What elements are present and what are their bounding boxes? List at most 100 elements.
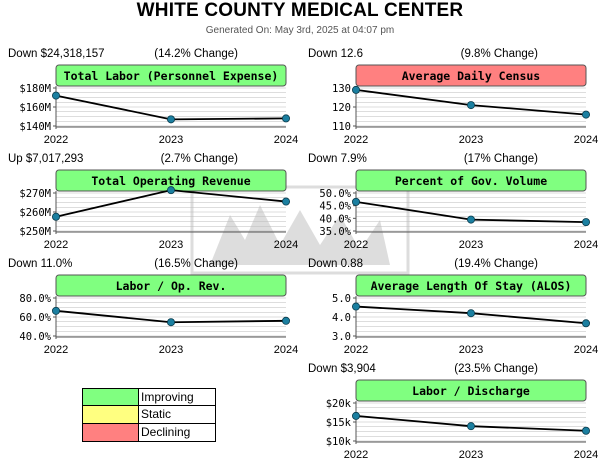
status-title-bar xyxy=(55,274,287,297)
x-tick-label: 2023 xyxy=(459,344,483,356)
change-percent: (14.2% Change) xyxy=(154,48,238,60)
legend-label: Improving xyxy=(141,390,194,404)
data-point xyxy=(466,422,475,431)
change-amount: Down $24,318,157 xyxy=(8,48,105,60)
change-percent: (23.5% Change) xyxy=(454,363,538,375)
data-point xyxy=(52,212,61,221)
data-point xyxy=(166,186,175,195)
x-tick-label: 2022 xyxy=(44,134,68,146)
chart-title: Average Daily Census xyxy=(402,69,540,83)
change-amount: Down 0.88 xyxy=(308,258,363,270)
y-tick-label: 80.0% xyxy=(19,293,51,305)
data-point xyxy=(581,218,590,227)
x-tick-label: 2024 xyxy=(574,134,598,146)
y-tick-label: 110 xyxy=(332,121,351,133)
y-tick-label: 40.0% xyxy=(319,213,351,225)
x-tick-label: 2023 xyxy=(459,449,483,461)
change-amount: Down $3,904 xyxy=(308,363,376,375)
data-point xyxy=(466,215,475,224)
chart-panel-alos: Down 0.88 (19.4% Change) 3.0 4.0 5.0 2022 20… xyxy=(300,258,598,359)
line-chart: 40.0% 60.0% 80.0% 2022 2023 2024 Labor / Op. R… xyxy=(19,274,298,356)
chart-title: Total Labor (Personnel Expense) xyxy=(64,69,279,83)
line-chart: 3.0 4.0 5.0 2022 2023 2024 Average Length Of S… xyxy=(332,274,598,356)
change-percent: (19.4% Change) xyxy=(454,258,538,270)
line-chart: $10k $15k $20k 2022 2023 2024 Labor / Discharg… xyxy=(326,379,598,461)
legend-item-static: Static xyxy=(82,406,216,424)
data-point xyxy=(52,91,61,100)
x-tick-label: 2024 xyxy=(574,449,598,461)
chart-panel-labor-op-rev: Down 11.0% (16.5% Change) 40.0% 60.0% 80.0… xyxy=(0,258,298,359)
data-point xyxy=(166,115,175,124)
y-tick-label: 120 xyxy=(332,102,351,114)
y-tick-label: 40.0% xyxy=(19,331,51,343)
x-tick-label: 2024 xyxy=(274,239,298,251)
data-point xyxy=(352,411,361,420)
data-point xyxy=(352,85,361,94)
legend-swatch xyxy=(83,389,139,405)
x-tick-label: 2023 xyxy=(459,239,483,251)
y-tick-label: $10k xyxy=(326,436,352,448)
change-amount: Down 7.9% xyxy=(308,153,367,165)
chart-title: Labor / Op. Rev. xyxy=(116,279,227,293)
data-point xyxy=(581,110,590,119)
y-tick-label: 3.0 xyxy=(332,331,351,343)
legend-swatch xyxy=(83,424,139,441)
chart-panel-average-daily-census: Down 12.6 (9.8% Change) 110 120 130 2022 202… xyxy=(300,48,598,149)
change-percent: (17% Change) xyxy=(463,153,538,165)
x-tick-label: 2022 xyxy=(344,239,368,251)
chart-title: Total Operating Revenue xyxy=(91,174,250,188)
data-point xyxy=(281,197,290,206)
chart-title: Labor / Discharge xyxy=(412,384,530,398)
change-percent: (9.8% Change) xyxy=(460,48,538,60)
y-tick-label: 130 xyxy=(332,83,351,95)
change-percent: (16.5% Change) xyxy=(154,258,238,270)
legend-item-improving: Improving xyxy=(82,388,216,406)
y-tick-label: $140M xyxy=(19,121,51,133)
chart-panel-labor-discharge: Down $3,904 (23.5% Change) $10k $15k $20k 2… xyxy=(300,363,598,464)
y-tick-label: 4.0 xyxy=(332,312,351,324)
line-chart: $250M $260M $270M 2022 2023 2024 Total Operati… xyxy=(19,169,298,251)
line-chart: $140M $160M $180M 2022 2023 2024 Total Labor (… xyxy=(19,64,298,146)
x-tick-label: 2023 xyxy=(159,134,183,146)
y-tick-label: $20k xyxy=(326,398,352,410)
data-point xyxy=(166,318,175,327)
y-tick-label: $260M xyxy=(19,207,51,219)
data-point xyxy=(281,114,290,123)
x-tick-label: 2024 xyxy=(274,134,298,146)
data-point xyxy=(581,426,590,435)
legend-item-declining: Declining xyxy=(82,424,216,442)
x-tick-label: 2024 xyxy=(574,344,598,356)
y-tick-label: $180M xyxy=(19,83,51,95)
report-title: WHITE COUNTY MEDICAL CENTER xyxy=(136,0,464,21)
watermark-logo xyxy=(190,185,410,275)
status-title-bar xyxy=(355,379,587,402)
x-tick-label: 2022 xyxy=(44,239,68,251)
status-title-bar xyxy=(355,274,587,297)
y-tick-label: 60.0% xyxy=(19,312,51,324)
y-tick-label: $160M xyxy=(19,102,51,114)
data-point xyxy=(581,319,590,328)
line-chart: 110 120 130 2022 2023 2024 Average Daily Censu… xyxy=(332,64,598,146)
status-legend: Improving Static Declining xyxy=(82,388,216,442)
y-tick-label: $15k xyxy=(326,417,352,429)
chart-panel-total-operating-revenue: Up $7,017,293 (2.7% Change) $250M $260M $2… xyxy=(0,153,298,254)
data-point xyxy=(281,316,290,325)
change-amount: Up $7,017,293 xyxy=(8,153,84,165)
data-point xyxy=(52,306,61,315)
x-tick-label: 2022 xyxy=(44,344,68,356)
y-tick-label: $250M xyxy=(19,226,51,238)
y-tick-label: 5.0 xyxy=(332,293,351,305)
status-title-bar xyxy=(355,169,587,192)
y-tick-label: 45.0% xyxy=(319,201,351,213)
x-tick-label: 2022 xyxy=(344,344,368,356)
x-tick-label: 2023 xyxy=(459,134,483,146)
legend-label: Declining xyxy=(141,425,191,439)
chart-panel-total-labor: Down $24,318,157 (14.2% Change) $140M $16… xyxy=(0,48,298,149)
change-amount: Down 11.0% xyxy=(8,258,73,270)
x-tick-label: 2023 xyxy=(159,344,183,356)
y-tick-label: 35.0% xyxy=(319,226,351,238)
chart-title: Average Length Of Stay (ALOS) xyxy=(371,279,572,293)
chart-panel-percent-gov-volume: Down 7.9% (17% Change) 35.0% 40.0% 45.0% 50… xyxy=(300,153,598,254)
x-tick-label: 2024 xyxy=(574,239,598,251)
change-percent: (2.7% Change) xyxy=(160,153,238,165)
